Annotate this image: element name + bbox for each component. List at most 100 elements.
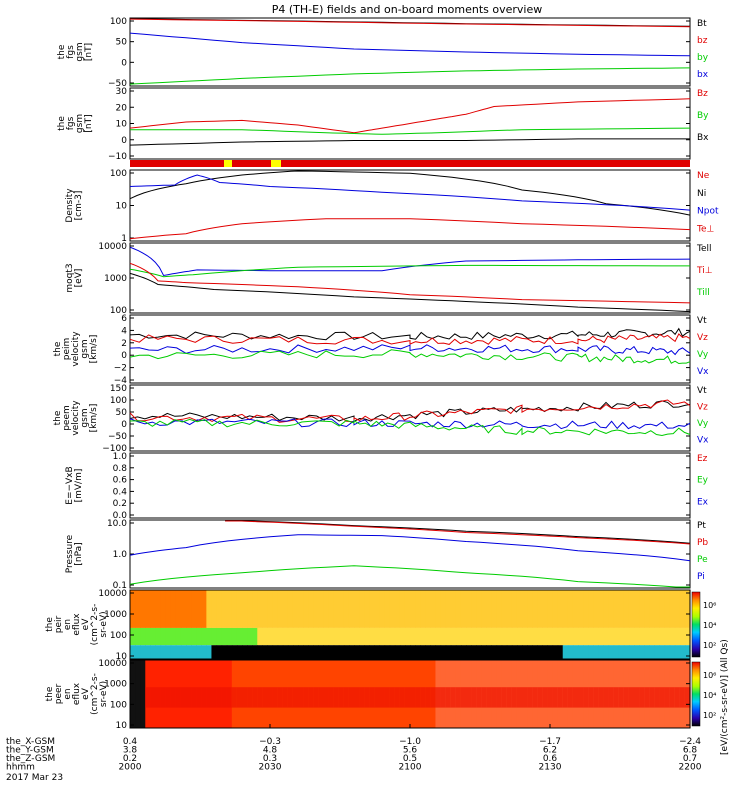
spectro-cell	[425, 627, 431, 646]
spectro-cell	[410, 627, 416, 646]
spectro-cell	[547, 590, 554, 628]
spectro-cell	[567, 627, 574, 646]
spectro-cell	[313, 687, 319, 708]
ytick-label: 10.0	[107, 519, 127, 529]
spectro-cell	[140, 627, 146, 646]
spectro-cell	[333, 627, 340, 646]
spectro-cell	[547, 627, 554, 646]
spectro-cell	[557, 590, 564, 628]
spectro-cell	[175, 627, 182, 646]
spectro-cell	[221, 645, 228, 659]
spectro-cell	[542, 687, 549, 708]
spectro-cell	[496, 645, 503, 659]
spectro-cell	[150, 645, 157, 659]
ylabel-line: peer	[54, 683, 64, 704]
panel-8: Pressure [nPa] 10.0 1.0 0.1 Pt Pb Pe Pi	[65, 519, 708, 591]
spectro-cell	[430, 627, 437, 646]
ytick-label: 100	[110, 396, 127, 406]
spectro-cell	[236, 627, 243, 646]
spectro-cell	[552, 645, 559, 659]
spectro-cell	[664, 645, 671, 659]
spectro-cell	[313, 627, 319, 646]
spectro-cell	[374, 590, 381, 628]
ytick-label: 10	[116, 120, 128, 130]
spectro-cell	[562, 590, 569, 628]
series-line-1	[129, 98, 691, 134]
spectro-cell	[379, 687, 386, 708]
spectro-cell	[603, 687, 610, 708]
spectro-cell	[404, 645, 411, 659]
series-line-3	[129, 32, 691, 57]
spectro-cell	[338, 687, 345, 708]
spectro-cell	[252, 627, 258, 646]
series-line-3	[129, 218, 691, 240]
spectro-cell	[415, 627, 421, 646]
ylabel-line: eV	[81, 687, 91, 700]
spectro-cell	[639, 590, 645, 628]
spectro-cell	[572, 627, 579, 646]
spectro-cell	[649, 645, 655, 659]
xrow-value: −0.3	[259, 737, 281, 747]
spectro-cell	[450, 590, 457, 628]
ylabel-line: gsm	[75, 114, 85, 133]
spectro-cell	[201, 645, 207, 659]
xrow-label: the_Y-GSM	[6, 746, 54, 756]
legend-label: Pe	[697, 555, 708, 565]
spectro-cell	[578, 590, 584, 628]
series-line-4	[129, 418, 691, 437]
spectro-cell	[415, 687, 421, 708]
spectro-cell	[491, 627, 498, 646]
ylabel-line: [nT]	[84, 43, 94, 61]
spectro-cell	[527, 645, 533, 659]
legend-label: Tell	[696, 244, 712, 254]
panel-frame	[129, 384, 691, 452]
spectro-cell	[328, 687, 335, 708]
spectro-cell	[435, 687, 442, 708]
spectro-cell	[562, 687, 569, 708]
ylabel-line: (cm^2-s-	[90, 673, 100, 715]
spectro-cell	[277, 627, 284, 646]
spectro-cell	[323, 687, 330, 708]
spectro-cell	[420, 627, 426, 646]
ylabel-line: moqt3	[65, 263, 75, 292]
ylabel-line: [cm-3]	[74, 191, 84, 221]
spectro-cell	[598, 645, 605, 659]
spectro-cell	[201, 687, 207, 708]
spectro-cell	[180, 590, 187, 628]
colorbar-tick: 10⁴	[703, 691, 716, 700]
spectro-cell	[186, 645, 192, 659]
spectro-cell	[455, 687, 462, 708]
panel-frame	[129, 242, 691, 314]
ylabel-line: [mV/m]	[74, 469, 84, 503]
spectro-cell	[410, 645, 416, 659]
spectro-cell	[440, 627, 447, 646]
panel-6: the peem velocity gsm [km/s] 150 100 50 0 −50 −100…	[53, 384, 709, 454]
spectro-cell	[180, 645, 187, 659]
spectro-cell	[552, 590, 559, 628]
spectro-cell	[511, 645, 518, 659]
ytick-label: −50	[108, 432, 127, 442]
spectro-cell	[145, 645, 151, 659]
spectro-cell	[328, 645, 335, 659]
spectro-cell	[516, 627, 523, 646]
xrow-value: 2000	[119, 763, 142, 773]
xrow-value: 4.8	[263, 746, 278, 756]
spectro-cell	[445, 627, 452, 646]
spectro-cell	[644, 687, 650, 708]
spectro-cell	[623, 645, 630, 659]
spectro-cell	[618, 590, 625, 628]
ytick-label: 0	[121, 420, 127, 430]
spectro-cell	[491, 590, 498, 628]
xrow-value: 0.4	[123, 737, 138, 747]
spectro-cell	[282, 627, 289, 646]
series-line-3	[129, 344, 691, 356]
spectro-cell	[659, 627, 666, 646]
spectro-cell	[542, 645, 549, 659]
spectro-cell	[674, 645, 681, 659]
xrow-value: 0.2	[123, 754, 137, 764]
spectro-cell	[679, 645, 686, 659]
legend-label: Ey	[697, 476, 709, 486]
legend-label: Vt	[697, 386, 707, 396]
ytick-label: 100	[110, 631, 127, 641]
spectro-cell	[292, 627, 299, 646]
